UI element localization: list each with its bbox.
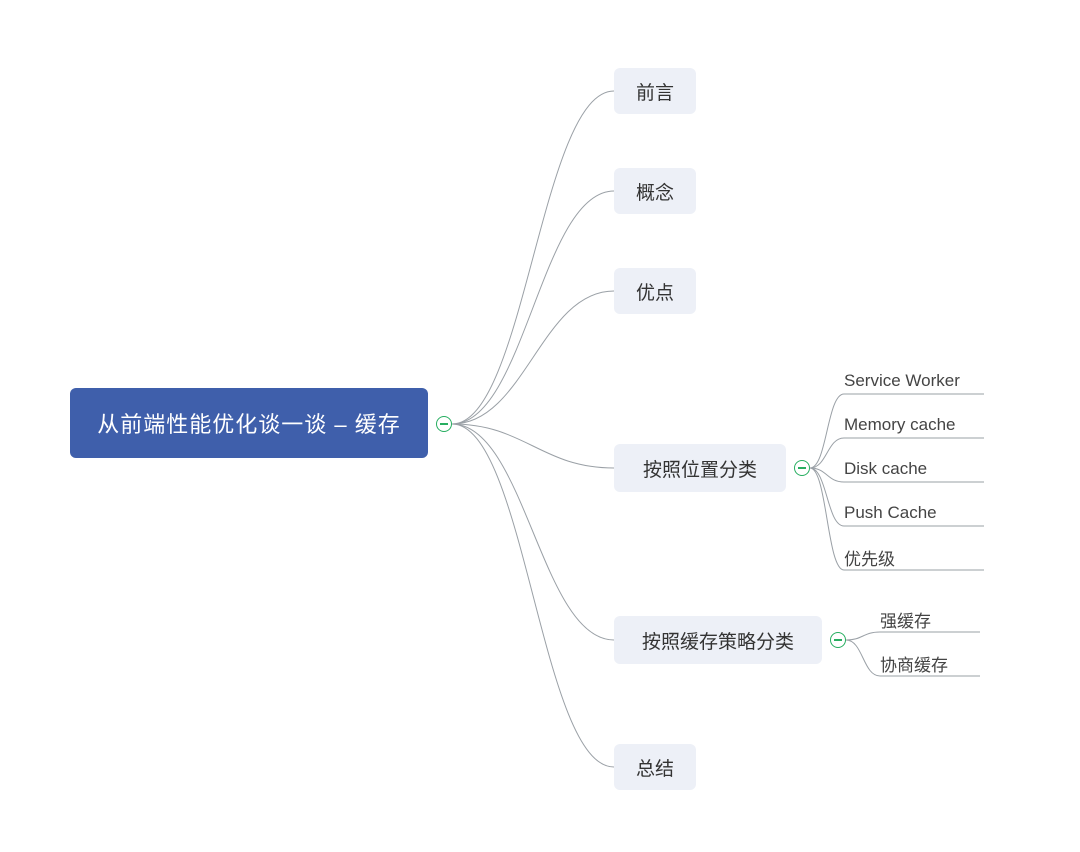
leaf-node[interactable]: Disk cache (844, 456, 984, 482)
root-node[interactable]: 从前端性能优化谈一谈 – 缓存 (70, 388, 428, 458)
collapse-icon[interactable] (794, 460, 810, 476)
branch-node-by-strategy[interactable]: 按照缓存策略分类 (614, 616, 822, 664)
branch-node-by-location[interactable]: 按照位置分类 (614, 444, 786, 492)
leaf-node[interactable]: Service Worker (844, 368, 984, 394)
leaf-node[interactable]: 强缓存 (880, 606, 980, 632)
branch-node-advantages[interactable]: 优点 (614, 268, 696, 314)
leaf-node[interactable]: Push Cache (844, 500, 984, 526)
leaf-node[interactable]: 协商缓存 (880, 650, 980, 676)
leaf-node[interactable]: 优先级 (844, 544, 984, 570)
branch-node-preface[interactable]: 前言 (614, 68, 696, 114)
branch-node-concept[interactable]: 概念 (614, 168, 696, 214)
collapse-icon[interactable] (436, 416, 452, 432)
mindmap-canvas: 从前端性能优化谈一谈 – 缓存 前言 概念 优点 按照位置分类 按照缓存策略分类… (0, 0, 1080, 852)
leaf-node[interactable]: Memory cache (844, 412, 984, 438)
branch-node-summary[interactable]: 总结 (614, 744, 696, 790)
collapse-icon[interactable] (830, 632, 846, 648)
